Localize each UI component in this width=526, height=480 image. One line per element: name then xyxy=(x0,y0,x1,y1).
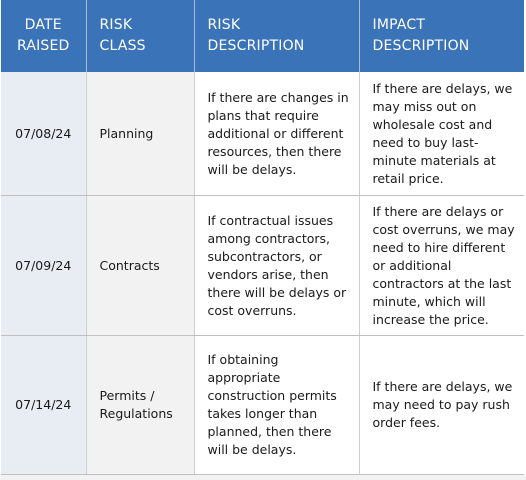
risk-description-cell-line: will be delays. xyxy=(207,442,297,457)
impact-description-cell-line: If there are delays, we xyxy=(372,379,513,394)
risk-description-cell: If there are changes in plans that requir… xyxy=(194,72,360,196)
header-date-raised: DATE RAISED xyxy=(1,0,87,72)
impact-description-cell: If there are delays, we may need to pay r… xyxy=(359,335,524,475)
risk-class-cell: Contracts xyxy=(86,195,195,336)
table-row: 07/09/24 Contracts If contractual issues am… xyxy=(1,195,524,336)
impact-description-cell-line: may miss out on xyxy=(372,98,477,114)
impact-description-cell-line: may need to pay rush xyxy=(372,397,510,412)
risk-description-cell-line: cost overruns. xyxy=(207,302,297,318)
risk-description-cell-line: there will be delays or xyxy=(207,284,347,300)
risk-description-cell-line: takes longer than xyxy=(207,406,318,421)
risk-class-cell-line: Contracts xyxy=(99,257,160,273)
risk-description-cell-line: additional or different xyxy=(207,125,344,141)
risk-description-cell: If contractual issues among contractors, s… xyxy=(194,195,360,336)
risk-description-cell-line: If there are changes in xyxy=(207,89,349,105)
header-impact-description: IMPACT DESCRIPTION xyxy=(359,0,524,72)
risk-description-cell-line: If contractual issues xyxy=(207,212,334,228)
impact-description-cell-line: order fees. xyxy=(372,415,441,430)
impact-description-cell-line: cost overruns, we may xyxy=(372,221,515,237)
impact-description-cell: If there are delays or cost overruns, we … xyxy=(359,195,524,336)
risk-class-cell: Planning xyxy=(86,72,195,196)
table-row: 07/14/24 Permits / Regulations If obtaining… xyxy=(1,335,524,475)
impact-description-cell-line: need to buy last- xyxy=(372,134,479,150)
risk-description-cell-line: resources, then there xyxy=(207,143,342,159)
risk-description-cell-line: If obtaining xyxy=(207,352,279,367)
impact-description-cell-line: wholesale cost and xyxy=(372,116,493,132)
date-raised-cell: 07/08/24 xyxy=(1,72,87,196)
risk-class-cell-line: Planning xyxy=(99,125,154,141)
risk-description-cell-line: among contractors, xyxy=(207,230,331,246)
risk-description-cell-line: planned, then there xyxy=(207,424,332,439)
impact-description-cell-line: minute materials at xyxy=(372,152,496,168)
table-row: 07/08/24 Planning If there are changes in p… xyxy=(1,72,524,196)
impact-description-cell-line: increase the price. xyxy=(372,311,489,327)
risk-description-cell-line: will be delays. xyxy=(207,161,297,177)
risk-description-cell: If obtaining appropriate construction perm… xyxy=(194,335,360,475)
impact-description-cell-line: need to hire different xyxy=(372,239,506,255)
risk-description-cell-line: subcontractors, or xyxy=(207,248,322,264)
header-row: DATE RAISED RISK CLASS RISK DESCRIPTION … xyxy=(1,0,524,72)
impact-description-cell: If there are delays, we may miss out on wh… xyxy=(359,72,524,196)
header-risk-description: RISK DESCRIPTION xyxy=(194,0,360,72)
impact-description-cell-line: or additional xyxy=(372,257,452,273)
header-risk-class: RISK CLASS xyxy=(86,0,195,72)
impact-description-cell-line: retail price. xyxy=(372,170,444,186)
risk-description-cell-line: plans that require xyxy=(207,107,319,123)
impact-description-cell-line: If there are delays or xyxy=(372,203,504,219)
risk-class-cell-line: Regulations xyxy=(99,406,173,421)
date-raised-cell: 07/14/24 xyxy=(1,335,87,475)
risk-description-cell-line: construction permits xyxy=(207,388,337,403)
risk-class-cell-line: Permits / xyxy=(99,388,155,403)
date-raised-cell: 07/09/24 xyxy=(1,195,87,336)
risk-description-cell-line: vendors arise, then xyxy=(207,266,329,282)
risk-class-cell: Permits / Regulations xyxy=(86,335,195,475)
impact-description-cell-line: contractors at the last xyxy=(372,275,512,291)
risk-description-cell-line: appropriate xyxy=(207,370,281,385)
impact-description-cell-line: minute, which will xyxy=(372,293,486,309)
impact-description-cell-line: If there are delays, we xyxy=(372,80,513,96)
